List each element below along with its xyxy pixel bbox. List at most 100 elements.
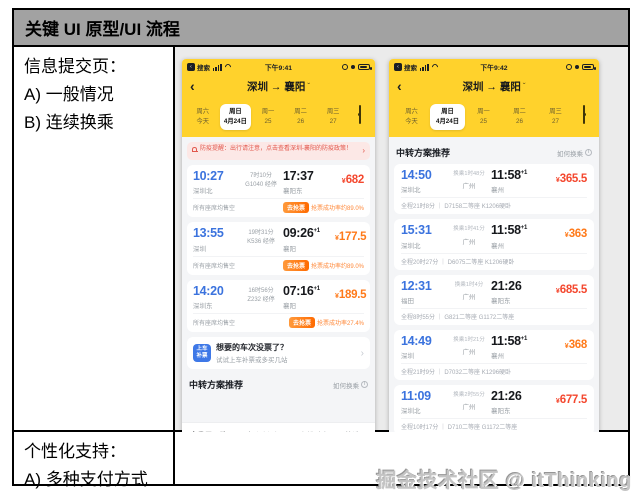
departure-station: 福田 (401, 297, 414, 305)
route-title[interactable]: 深圳 → 襄阳 ˇ (462, 79, 525, 94)
layout-table: 关键 UI 原型/UI 流程 信息提交页： A) 一般情况 B) 连续换乘 ‹ … (12, 8, 630, 489)
back-button[interactable]: ‹ (397, 78, 402, 94)
transfer-station: 广州 (462, 293, 476, 301)
train-card[interactable]: 13:55 深圳 19时31分 K536 经停 09:26+1 襄阳 ¥177.5 所… (187, 222, 370, 275)
cellular-signal-icon (420, 63, 429, 71)
transfer-duration: 换乘1时41分 (453, 226, 485, 233)
calendar-button[interactable]: ˇ (350, 105, 370, 129)
date-tab-tuesday[interactable]: 周二 26 (513, 108, 526, 125)
back-to-search-app-icon[interactable]: ‹ (394, 63, 402, 71)
train-number[interactable]: Z232 经停 (247, 296, 275, 303)
left-cell-item-a: A) 多种支付方式 (24, 470, 148, 489)
covid-notice-banner[interactable]: 防疫提醒：出行请注意，点击查看深圳-襄阳的防疫政策！ › (187, 142, 370, 160)
date-tab-monday[interactable]: 周一 25 (477, 108, 490, 125)
plus-one-day: +1 (520, 225, 528, 232)
calendar-button[interactable]: ˇ (574, 105, 594, 129)
date-tab-tuesday[interactable]: 周二 26 (294, 108, 307, 125)
left-cell-info-submit: 信息提交页： A) 一般情况 B) 连续换乘 (14, 47, 175, 430)
transfer-card[interactable]: 14:49 深圳 换乘1时21分 广州 11:58+1 襄州 ¥368 全程21时9分… (394, 329, 594, 380)
back-button[interactable]: ‹ (190, 78, 195, 94)
calendar-caret-icon: ˇ (358, 123, 361, 129)
info-icon: i (585, 149, 592, 156)
date-tab-sunday-selected[interactable]: 周日 4月24日 (430, 104, 465, 130)
screenshot-area: ‹ 搜索 下午9:41 ‹ (175, 47, 628, 453)
onboard-ticket-texts: 想要的车次没票了？ 试试上车补票或多买几站 (216, 342, 288, 365)
arrival-station: 襄阳东 (283, 188, 303, 196)
train-footer: 所有座席均售空 去抢票 抢票成功率27.4% (193, 312, 364, 328)
how-to-transfer-link[interactable]: 如何换乘 i (557, 148, 592, 158)
date-tab-saturday[interactable]: 周六 今天 (196, 108, 210, 125)
train-card[interactable]: 10:27 深圳北 7时10分 G1040 经停 17:37 襄阳东 ¥682 所有座… (187, 165, 370, 218)
departure-station: 深圳北 (401, 408, 421, 416)
search-app-label: 搜索 (404, 65, 417, 72)
date-tab-wednesday[interactable]: 周三 27 (549, 108, 562, 125)
how-to-transfer-link[interactable]: 如何换乘 i (333, 380, 368, 390)
departure-station: 深圳东 (193, 302, 213, 310)
back-to-search-app-icon[interactable]: ‹ (187, 63, 195, 71)
transfer-section-title: 中转方案推荐 (189, 380, 244, 391)
status-right (566, 64, 596, 70)
arrival-station: 襄阳东 (491, 408, 511, 416)
transfer-card[interactable]: 11:09 深圳北 换乘2时55分 广州 21:26 襄阳东 ¥677.5 全程10时… (394, 385, 594, 436)
date-tab-saturday[interactable]: 周六 今天 (405, 108, 418, 125)
arrival-time: 11:58+1 (491, 223, 528, 238)
results-list: 防疫提醒：出行请注意，点击查看深圳-襄阳的防疫政策！ › 10:27 深圳北 7时… (182, 137, 375, 422)
phone-screenshot-transfer: ‹ 搜索 下午9:42 ‹ (389, 59, 599, 453)
train-main: 13:55 深圳 19时31分 K536 经停 09:26+1 襄阳 ¥177.5 (193, 226, 366, 252)
transfer-card[interactable]: 14:50 深圳北 换乘1时48分 广州 11:58+1 襄州 ¥365.5 全程21… (394, 164, 594, 215)
grab-ticket-button[interactable]: 去抢票 (282, 202, 309, 214)
train-number[interactable]: K536 经停 (247, 239, 275, 246)
transfer-duration: 换乘1时21分 (453, 336, 485, 343)
date-tab-sunday-selected[interactable]: 周日 4月24日 (219, 104, 252, 130)
departure-time: 15:31 (401, 223, 432, 238)
departure-station: 深圳北 (401, 242, 421, 250)
route-text: 深圳 → 襄阳 (462, 80, 521, 93)
chevron-right-icon: › (362, 146, 365, 155)
status-bar: ‹ 搜索 下午9:42 (389, 59, 599, 75)
departure-time: 14:49 (401, 333, 432, 348)
left-cell-personalization: 个性化支持： A) 多种支付方式 (14, 432, 175, 489)
transfer-section-title: 中转方案推荐 (396, 148, 451, 158)
departure-time: 13:55 (193, 226, 224, 241)
table-header: 关键 UI 原型/UI 流程 (14, 10, 628, 47)
calendar-icon (358, 105, 361, 124)
route-title[interactable]: 深圳 → 襄阳 ˇ (247, 79, 310, 94)
arrival-station: 襄阳 (283, 302, 296, 310)
arrival-station: 襄州 (491, 187, 504, 195)
transfer-list: 中转方案推荐 如何换乘 i 14:50 深圳北 换乘1时48分 广州 11 (389, 137, 599, 453)
arrival-time: 09:26+1 (283, 226, 320, 241)
transfer-card[interactable]: 12:31 福田 换乘1时4分 广州 21:26 襄阳东 ¥685.5 全程8时55分… (394, 274, 594, 325)
transfer-card[interactable]: 15:31 深圳北 换乘1时41分 广州 11:58+1 襄州 ¥363 全程20时2… (394, 219, 594, 270)
left-cell-title: 信息提交页： (24, 57, 126, 76)
battery-icon (582, 64, 596, 70)
date-tab-monday[interactable]: 周一 25 (261, 108, 275, 125)
watermark: 掘金技术社区 @ itThinking (376, 470, 632, 492)
notice-text: 防疫提醒：出行请注意，点击查看深圳-襄阳的防疫政策！ (200, 146, 352, 152)
location-icon (575, 65, 579, 69)
phone-screenshot-general: ‹ 搜索 下午9:41 ‹ (182, 59, 375, 448)
transfer-station: 广州 (462, 238, 476, 246)
train-number[interactable]: G1040 经停 (245, 182, 277, 188)
status-left: ‹ 搜索 (187, 62, 232, 72)
onboard-ticket-title: 想要的车次没票了？ (216, 342, 288, 352)
transfer-main: 14:50 深圳北 换乘1时48分 广州 11:58+1 襄州 ¥365.5 (401, 168, 587, 195)
train-card[interactable]: 14:20 深圳东 16时56分 Z232 经停 07:16+1 襄阳 ¥189.5 … (187, 279, 370, 332)
status-left: ‹ 搜索 (394, 62, 439, 72)
seat-note: 所有座席均售空 (193, 263, 236, 270)
transfer-detail: 全程8时55分 ｜ G821二等座 G1172二等座 (401, 307, 587, 321)
status-bar: ‹ 搜索 下午9:41 (182, 59, 375, 75)
grab-ticket-button[interactable]: 去抢票 (282, 259, 309, 271)
grab-ticket-button[interactable]: 去抢票 (288, 316, 315, 328)
transfer-detail: 全程21时9分 ｜ D7032二等座 K1296硬卧 (401, 363, 587, 376)
status-right (342, 64, 372, 70)
arrival-station: 襄州 (491, 353, 504, 360)
onboard-ticket-card[interactable]: 上车 补票 想要的车次没票了？ 试试上车补票或多买几站 › (187, 336, 370, 370)
grab-success-rate: 抢票成功率约89.0% (310, 263, 364, 270)
arrival-time: 21:26 (491, 389, 522, 403)
plus-one-day: +1 (520, 169, 528, 176)
date-tab-wednesday[interactable]: 周三 27 (326, 108, 340, 125)
arrival-time: 07:16+1 (283, 283, 320, 298)
chevron-down-icon: ˇ (522, 81, 526, 91)
orientation-lock-icon (342, 64, 348, 70)
